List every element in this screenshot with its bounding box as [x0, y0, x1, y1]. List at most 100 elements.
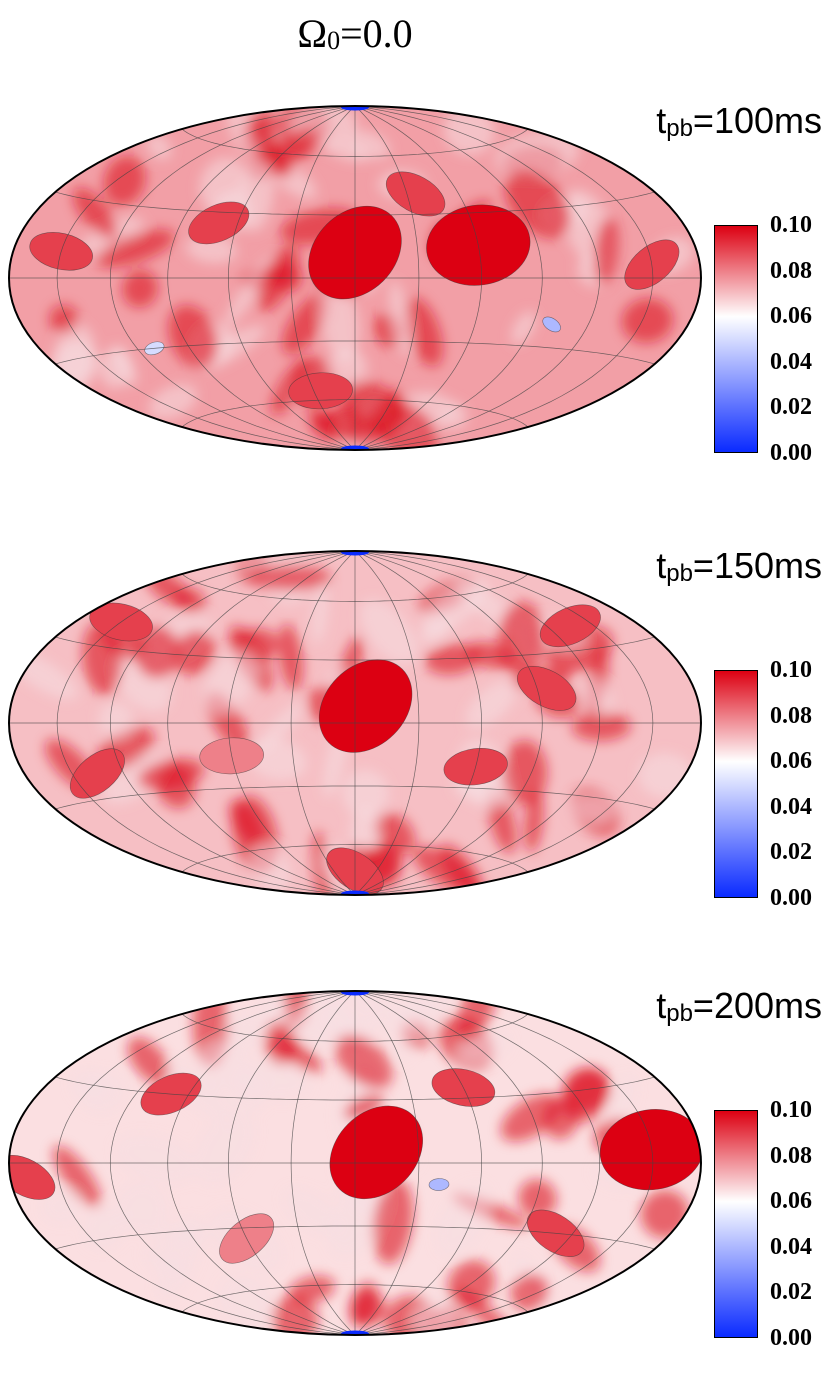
figure-title: Ω0=0.0 — [297, 11, 413, 56]
map-texture-blob — [96, 229, 175, 268]
map-texture-blob — [465, 680, 517, 729]
graticule — [9, 551, 701, 895]
map-texture-blob — [72, 1070, 108, 1103]
map-texture-blob — [245, 564, 331, 591]
map-texture-blob — [151, 1221, 211, 1247]
map-texture-blob — [148, 384, 198, 420]
map-texture-blob — [458, 1032, 510, 1064]
map-field — [9, 991, 701, 1335]
parallel — [55, 1076, 655, 1101]
panel-150ms: tpb=150ms 0.10 0.08 0.06 0.04 0.02 0.00 — [0, 545, 830, 955]
map-texture-blob — [52, 1145, 101, 1208]
map-outline — [8, 550, 702, 896]
colorbar-tick: 0.02 — [770, 394, 812, 421]
map-texture-blob — [219, 1275, 273, 1330]
map-texture-blob — [497, 601, 545, 677]
parallel — [181, 573, 529, 602]
colorbar-tick: 0.04 — [770, 793, 812, 820]
map-texture-blob — [335, 1034, 393, 1089]
map-texture-blob — [389, 280, 412, 357]
map-texture-blob — [146, 134, 172, 160]
map-texture-blob — [112, 344, 138, 386]
time-label-150ms: tpb=150ms — [656, 545, 822, 587]
colorbar-tick: 0.00 — [770, 885, 812, 911]
map-texture-blob — [457, 991, 497, 1041]
map-feature — [329, 1105, 423, 1200]
colorbar-ticks-100ms: 0.10 0.08 0.06 0.04 0.02 0.00 — [770, 212, 830, 466]
time-label-200ms: tpb=200ms — [656, 985, 822, 1027]
map-texture-blob — [195, 1110, 255, 1184]
map-texture-blob — [442, 401, 468, 430]
colorbar-tick: 0.10 — [770, 657, 812, 683]
map-outline — [8, 105, 702, 451]
parallel — [181, 1013, 529, 1042]
colorbar-tick: 0.02 — [770, 1279, 812, 1306]
map-texture-blob — [230, 1075, 266, 1112]
map-texture-blob — [349, 807, 381, 853]
panel-100ms: tpb=100ms 0.10 0.08 0.06 0.04 0.02 0.00 — [0, 100, 830, 510]
sky-map-150ms — [8, 550, 702, 896]
map-texture-blob — [510, 1273, 548, 1311]
colorbar-tick: 0.06 — [770, 748, 812, 775]
colorbar-tick: 0.08 — [770, 1142, 812, 1169]
map-texture-blob — [221, 1014, 265, 1052]
map-texture-blob — [122, 269, 158, 308]
parallel — [55, 636, 655, 661]
map-texture-blob — [518, 1179, 557, 1219]
map-texture-blob — [510, 311, 537, 345]
map-texture-blob — [359, 599, 419, 666]
map-feature — [428, 1178, 450, 1191]
map-texture-blob — [335, 1190, 384, 1217]
map-texture-blob — [621, 298, 673, 343]
map-feature — [69, 748, 125, 799]
map-texture-blob — [115, 1134, 197, 1183]
map-texture-blob — [103, 155, 146, 206]
sky-map-200ms — [8, 990, 702, 1336]
map-texture-blob — [404, 297, 443, 367]
map-texture-blob — [394, 1007, 426, 1027]
map-texture-blob — [134, 626, 181, 679]
map-field — [9, 106, 701, 450]
parallel — [181, 128, 529, 157]
colorbar-tick: 0.00 — [770, 1325, 812, 1351]
map-texture-blob — [98, 701, 134, 738]
colorbar-tick: 0.10 — [770, 212, 812, 238]
map-texture-blob — [223, 255, 275, 329]
parallel — [55, 340, 655, 365]
colorbar-100ms — [714, 225, 758, 453]
map-texture-blob — [282, 293, 330, 355]
map-texture-blob — [342, 769, 389, 818]
map-texture-blob — [41, 1189, 82, 1223]
colorbar-tick: 0.06 — [770, 1188, 812, 1215]
map-texture-blob — [344, 1094, 384, 1120]
colorbar-tick: 0.00 — [770, 440, 812, 466]
map-texture-blob — [571, 712, 631, 741]
map-texture-blob — [562, 1068, 610, 1123]
map-texture-blob — [375, 812, 416, 855]
map-feature — [517, 665, 577, 711]
map-texture-blob — [593, 216, 619, 285]
colorbar-ticks-150ms: 0.10 0.08 0.06 0.04 0.02 0.00 — [770, 657, 830, 911]
map-texture-blob — [329, 1181, 389, 1256]
map-feature — [542, 316, 561, 333]
colorbar-150ms — [714, 670, 758, 898]
parallel — [181, 1284, 529, 1313]
map-texture-blob — [263, 1020, 297, 1065]
colorbar-200ms — [714, 1110, 758, 1338]
colorbar-tick: 0.02 — [770, 839, 812, 866]
map-texture-blob — [311, 581, 329, 644]
colorbar-tick: 0.08 — [770, 702, 812, 729]
map-texture-blob — [500, 1093, 562, 1142]
map-texture-blob — [258, 997, 293, 1026]
parallel — [181, 399, 529, 428]
map-feature — [318, 659, 413, 753]
map-texture-blob — [371, 400, 439, 450]
time-label-100ms: tpb=100ms — [656, 100, 822, 142]
colorbar-tick: 0.06 — [770, 303, 812, 330]
map-texture-blob — [436, 1183, 490, 1256]
panel-200ms: tpb=200ms 0.10 0.08 0.06 0.04 0.02 0.00 — [0, 985, 830, 1395]
map-texture-blob — [502, 740, 548, 805]
map-texture-blob — [156, 763, 196, 809]
map-texture-blob — [494, 131, 580, 179]
parallel — [181, 844, 529, 873]
